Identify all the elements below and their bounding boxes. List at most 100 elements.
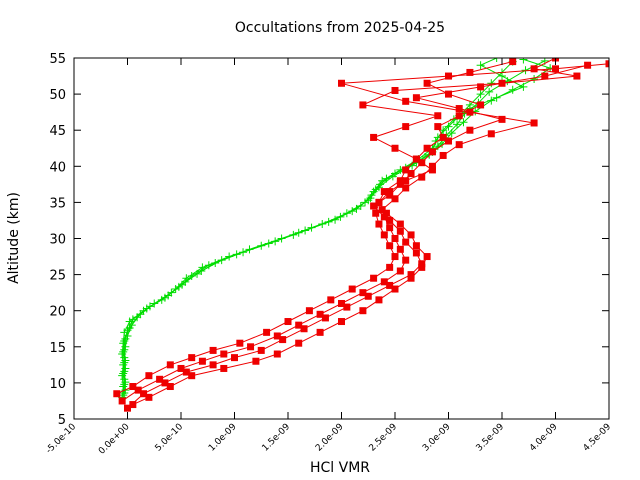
data-point [412,155,420,163]
data-point [119,382,128,391]
series-line [122,60,546,396]
data-point [380,278,388,286]
data-point [316,310,324,318]
y-axis-title: Altitude (km) [6,192,22,284]
data-point [127,321,136,330]
data-point [459,118,468,127]
series-layer [113,58,609,412]
data-point [236,339,244,347]
data-point [257,346,265,354]
data-point [412,249,420,257]
data-point [391,195,399,203]
data-point [466,68,474,76]
data-point [356,202,365,211]
data-point [120,375,129,384]
data-point [407,231,415,239]
data-point [466,108,474,116]
data-point [402,238,410,246]
data-point [338,318,345,326]
data-point [140,390,148,398]
series-1 [118,58,555,402]
x-tick-label: 2.5e-09 [368,422,400,454]
data-point [509,58,517,66]
y-tick-label: 40 [49,160,66,175]
data-point [295,321,303,329]
data-point [136,310,145,319]
data-point [134,386,142,394]
x-axis-title: HCl VMR [310,460,370,476]
data-point [182,368,190,376]
data-point [487,79,496,88]
chart-title: Occultations from 2025-04-25 [235,20,445,36]
data-point [380,213,388,221]
data-point [391,253,399,261]
data-point [453,120,462,129]
data-point [380,188,388,196]
data-point [428,148,436,156]
data-point [386,281,394,289]
data-point [284,318,292,326]
data-point [466,126,474,134]
data-point [145,393,153,401]
data-point [455,105,463,113]
data-point [530,119,538,127]
data-point [370,202,378,210]
data-point [129,401,137,409]
data-point [378,206,386,214]
data-point [396,177,404,185]
data-point [396,267,404,275]
data-point [412,94,420,102]
data-point [444,122,453,131]
data-point [477,101,485,109]
data-point [455,112,463,120]
data-point [476,90,485,99]
data-point [156,375,164,383]
series-line [121,61,514,398]
data-point [145,372,153,380]
x-tick-label: 0.0e+00 [97,422,132,457]
data-point [455,141,463,149]
data-point [487,130,495,138]
data-point [407,274,415,282]
data-point [161,379,169,387]
data-point [279,336,287,344]
data-point [129,383,137,391]
data-point [359,101,367,109]
data-point [220,364,228,372]
data-point [273,350,281,358]
data-point [418,263,426,271]
data-point [391,169,399,178]
data-point [166,361,174,369]
series-2 [113,58,609,412]
data-point [375,296,383,304]
data-point [121,342,130,351]
data-point [166,383,174,391]
series-line [132,58,577,406]
y-tick-label: 25 [49,269,66,284]
data-point [336,212,345,221]
plot-frame [73,57,610,420]
data-point [412,242,420,250]
data-point [370,274,378,282]
data-point [391,285,399,293]
data-point [402,177,410,185]
data-point [113,390,121,398]
x-tick-label: 3.5e-09 [475,422,507,454]
data-point [434,112,442,120]
data-point [263,328,271,336]
data-point [492,93,501,102]
data-point [359,289,367,297]
data-point [211,259,220,268]
data-point [209,361,217,369]
data-point [418,260,426,268]
data-point [382,209,390,217]
data-point [177,364,185,372]
data-point [277,234,286,243]
data-point [476,61,485,70]
y-tick-label: 5 [58,413,66,428]
data-point [386,242,394,250]
data-point [439,126,448,135]
data-point [407,271,415,279]
data-point [445,72,452,80]
data-point [423,79,431,87]
